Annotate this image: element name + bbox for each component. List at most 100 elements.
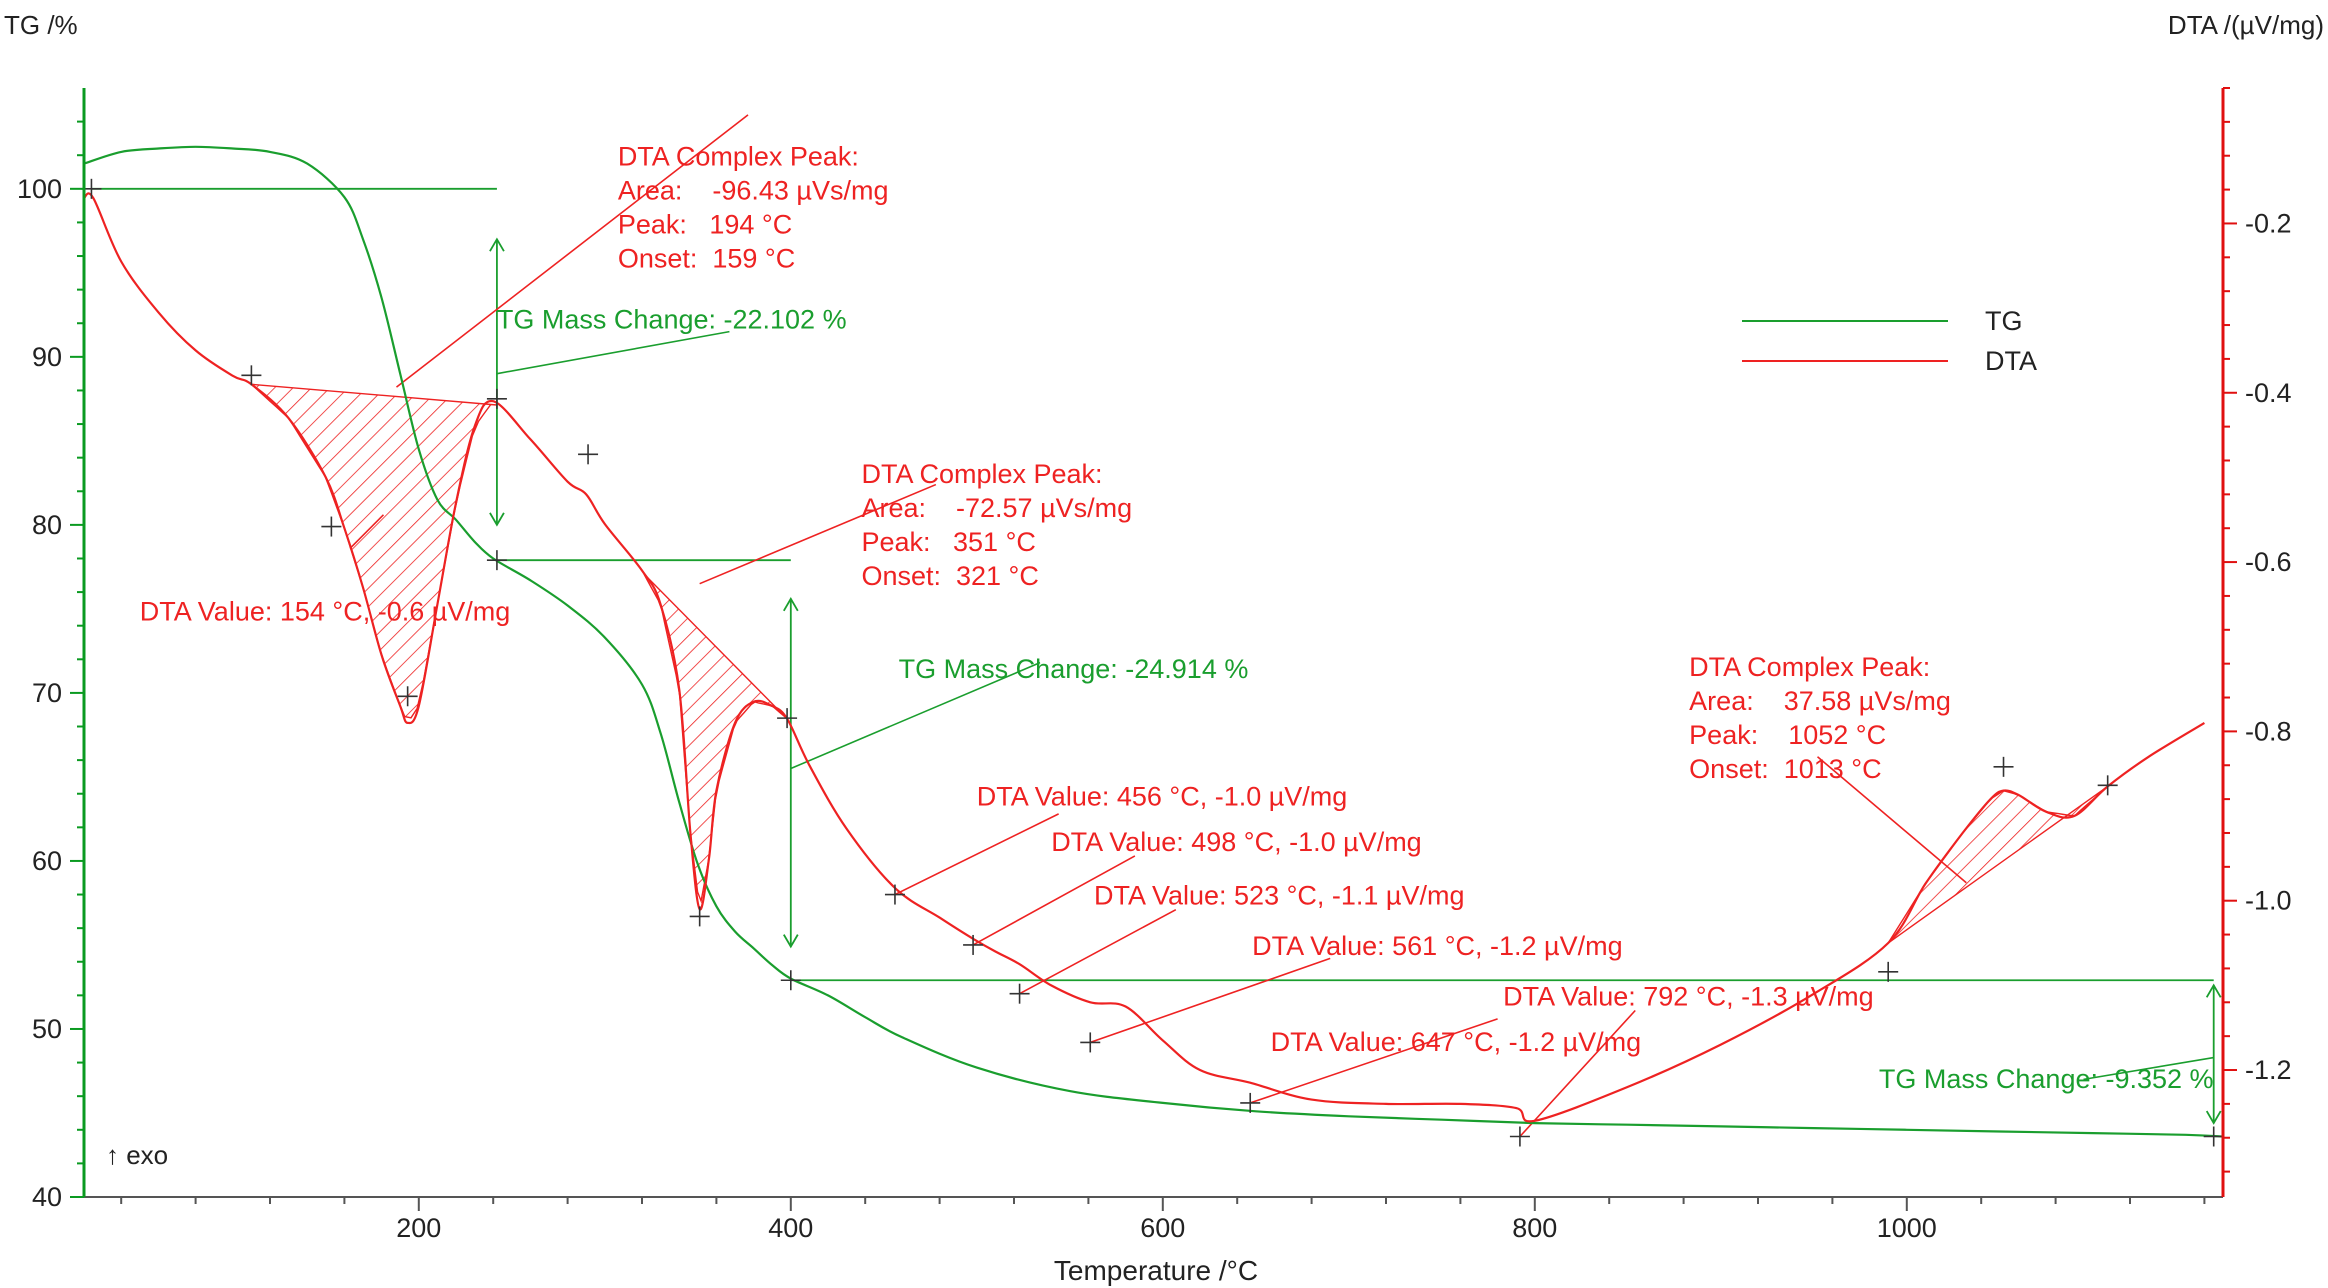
leader-line [496,330,730,375]
axes: 200 400 600 800 1000 40 50 60 70 80 90 100 -1.2 -1.0 -… [17,87,2292,1243]
marker-cross [397,686,418,707]
leader-line [1249,1018,1498,1104]
annotation-text: DTA Value: 792 °C, -1.3 µV/mg [1503,981,1874,1011]
annotation-line: Onset: 159 °C [618,243,795,273]
marker-cross [486,550,507,571]
x-axis-title: Temperature /°C [1054,1255,1258,1286]
annotation-text: DTA Complex Peak: Area: -96.43 µVs/mg Peak… [618,141,889,273]
annotation-text: DTA Complex Peak: Area: 37.58 µVs/mg Peak:… [1689,652,1951,784]
left-tick-label: 70 [32,678,62,708]
leader-line [2083,1056,2214,1081]
left-tick-label: 40 [32,1182,62,1212]
annotation-text: DTA Value: 154 °C, -0.6 µV/mg [140,597,511,627]
right-tick-label: -1.0 [2245,886,2292,916]
left-tick-label: 50 [32,1014,62,1044]
marker-cross [578,444,599,465]
annotation-line: DTA Complex Peak: [861,459,1102,489]
annotation-line: DTA Complex Peak: [1689,652,1930,682]
marker-cross [780,970,801,991]
annotation-line: TG Mass Change: -24.914 % [899,654,1249,684]
marker-cross [777,708,798,729]
marker-cross [1878,961,1899,982]
right-tick-label: -0.6 [2245,547,2292,577]
marker-cross [884,884,905,905]
tg-series-line [83,145,2224,1138]
right-axis-title: DTA /(µV/mg) [2168,10,2324,40]
annotation-text: DTA Complex Peak: Area: -72.57 µVs/mg Peak… [861,459,1132,591]
x-tick-label: 1000 [1877,1213,1937,1243]
annotation-line: DTA Value: 456 °C, -1.0 µV/mg [977,781,1348,811]
marker-cross [2203,1126,2224,1147]
annotation-text: DTA Value: 523 °C, -1.1 µV/mg [1094,881,1465,911]
annotation-line: DTA Value: 561 °C, -1.2 µV/mg [1252,931,1623,961]
x-tick-label: 400 [768,1213,813,1243]
arrow-head-down [489,512,505,527]
right-tick-label: -1.2 [2245,1055,2292,1085]
annotation-line: Peak: 194 °C [618,209,792,239]
annotation-line: DTA Value: 647 °C, -1.2 µV/mg [1271,1027,1642,1057]
annotation-line: DTA Complex Peak: [618,141,859,171]
left-tick-label: 80 [32,510,62,540]
dta-series-line [83,192,2205,1123]
annotation-line: DTA Value: 792 °C, -1.3 µV/mg [1503,981,1874,1011]
leader-line [790,661,1041,770]
leader-line [972,855,1136,946]
arrow-head-up [783,597,799,612]
annotation-line: DTA Value: 523 °C, -1.1 µV/mg [1094,881,1465,911]
exo-label: ↑ exo [106,1140,168,1170]
left-axis-title: TG /% [4,10,78,40]
annotation-line: TG Mass Change: -22.102 % [497,304,847,334]
peak-hatch-region [1887,785,2109,944]
annotation-text: DTA Value: 561 °C, -1.2 µV/mg [1252,931,1623,961]
marker-cross [1240,1092,1261,1113]
marker-cross [241,365,262,386]
marker-cross [321,516,342,537]
annotation-line: DTA Value: 154 °C, -0.6 µV/mg [140,597,511,627]
leader-line [894,813,1059,896]
right-tick-label: -0.8 [2245,716,2292,746]
annotation-text: TG Mass Change: -22.102 % [497,304,847,334]
marker-cross [689,906,710,927]
arrow-head-up [2205,983,2222,998]
right-tick-label: -0.4 [2245,378,2292,408]
x-tick-label: 800 [1512,1213,1557,1243]
marker-cross [1993,756,2014,777]
series-lines [83,145,2224,1138]
x-tick-label: 200 [396,1213,441,1243]
annotations: DTA Complex Peak: Area: -96.43 µVs/mg Peak… [140,141,2214,1093]
annotation-line: Area: 37.58 µVs/mg [1689,686,1951,716]
marker-cross [486,388,507,409]
annotation-line: DTA Value: 498 °C, -1.0 µV/mg [1051,827,1422,857]
leader-line [1019,908,1177,995]
marker-cross [2097,775,2118,796]
peak-hatch-region [249,383,497,719]
legend: TG DTA [1742,306,2037,376]
arrow-head-down [2205,1110,2222,1125]
x-tick-label: 600 [1140,1213,1185,1243]
annotation-text: DTA Value: 498 °C, -1.0 µV/mg [1051,827,1422,857]
marker-cross [1509,1126,1530,1147]
leader-line [349,514,385,549]
marker-cross [1009,983,1030,1004]
annotation-line: Area: -96.43 µVs/mg [618,175,889,205]
leader-line [1089,957,1331,1044]
legend-label-dta: DTA [1985,346,2037,376]
marker-cross [963,934,984,955]
left-tick-label: 100 [17,174,62,204]
leader-line [1519,1009,1636,1138]
annotation-text: TG Mass Change: -9.352 % [1879,1064,2214,1094]
legend-label-tg: TG [1985,306,2023,336]
annotation-text: TG Mass Change: -24.914 % [899,654,1249,684]
annotation-line: Area: -72.57 µVs/mg [861,493,1132,523]
left-tick-label: 60 [32,846,62,876]
annotation-line: Onset: 321 °C [861,561,1038,591]
marker-cross [1080,1032,1101,1053]
leader-line [699,483,937,585]
marker-crosses [81,178,2224,1147]
annotation-line: Onset: 1013 °C [1689,754,1881,784]
arrow-head-up [489,237,505,252]
right-tick-label: -0.2 [2245,208,2292,238]
annotation-line: Peak: 1052 °C [1689,720,1886,750]
annotation-line: TG Mass Change: -9.352 % [1879,1064,2214,1094]
